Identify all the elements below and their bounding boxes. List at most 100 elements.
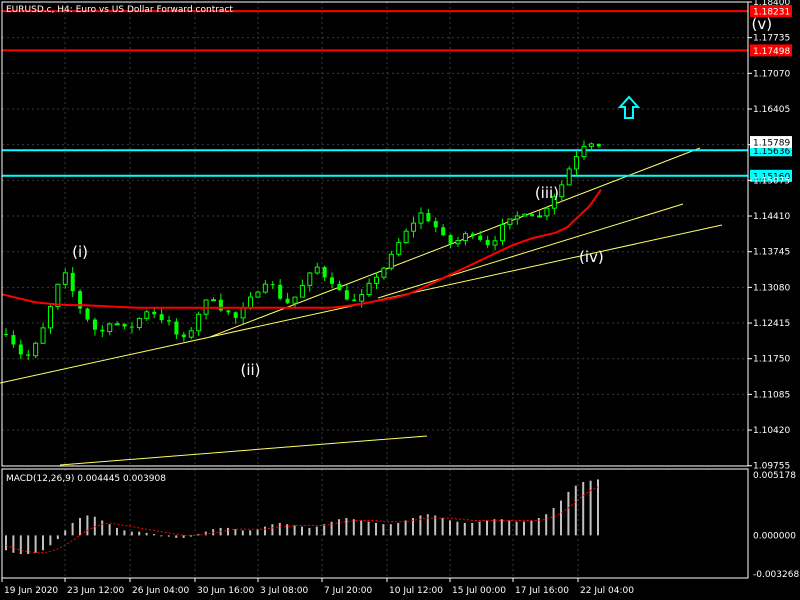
candle bbox=[374, 272, 379, 290]
macd-bar bbox=[441, 517, 444, 536]
candle bbox=[40, 323, 46, 344]
time-tick-label: 19 Jun 2020 bbox=[4, 586, 58, 596]
macd-bar bbox=[360, 520, 363, 536]
candle bbox=[285, 292, 290, 304]
macd-label: MACD(12,26,9) 0.004445 0.003908 bbox=[6, 474, 166, 484]
price-tick-label: 1.09755 bbox=[753, 462, 790, 472]
candle bbox=[596, 143, 601, 149]
candle bbox=[485, 235, 490, 248]
macd-bar bbox=[27, 535, 30, 555]
candle bbox=[411, 216, 417, 238]
candle bbox=[299, 279, 305, 298]
resistance-lower-price-text: 1.17498 bbox=[753, 47, 790, 57]
macd-bar bbox=[582, 481, 585, 536]
candle bbox=[381, 266, 387, 280]
macd-bar bbox=[397, 522, 400, 536]
candle bbox=[70, 266, 75, 298]
candle bbox=[144, 309, 150, 322]
macd-bar bbox=[264, 526, 266, 536]
resistance-upper-price-text: 1.18231 bbox=[753, 8, 790, 18]
macd-bar bbox=[167, 535, 170, 537]
candle bbox=[530, 213, 535, 217]
price-tick-label: 1.10420 bbox=[753, 426, 790, 436]
macd-bar bbox=[367, 521, 370, 536]
macd-bar bbox=[153, 534, 155, 536]
macd-bar bbox=[523, 521, 525, 536]
macd-bar bbox=[315, 526, 318, 536]
candle bbox=[388, 250, 394, 271]
candle bbox=[314, 262, 320, 275]
moving-average bbox=[1, 189, 602, 309]
macd-bar bbox=[345, 517, 348, 536]
candle bbox=[181, 331, 186, 342]
macd-bar bbox=[456, 521, 459, 536]
macd-bar bbox=[56, 535, 59, 540]
candle bbox=[566, 166, 572, 186]
candle bbox=[167, 316, 172, 326]
macd-bar bbox=[352, 519, 355, 536]
arrow-up-icon[interactable] bbox=[617, 95, 641, 119]
time-tick-label: 22 Jul 04:00 bbox=[580, 586, 634, 596]
candle bbox=[322, 265, 327, 281]
candle bbox=[537, 209, 543, 218]
candle bbox=[448, 234, 453, 248]
candle bbox=[588, 142, 594, 151]
macd-bar bbox=[463, 522, 466, 536]
macd-bar bbox=[500, 519, 503, 536]
candle bbox=[551, 193, 557, 215]
macd-bar bbox=[64, 530, 67, 536]
trendline[interactable] bbox=[59, 435, 428, 466]
trendline[interactable] bbox=[377, 203, 684, 299]
macd-bar bbox=[234, 529, 237, 536]
macd-bar bbox=[130, 531, 133, 536]
candle bbox=[18, 339, 23, 360]
macd-bar bbox=[123, 530, 126, 536]
time-axis: 19 Jun 2020 23 Jun 12:00 26 Jun 04:00 30 Ju… bbox=[1, 578, 634, 596]
candle bbox=[344, 284, 349, 301]
macd-bar bbox=[589, 480, 592, 536]
candle bbox=[455, 236, 461, 247]
current-price-text: 1.15789 bbox=[753, 139, 790, 149]
macd-tick-label: 0.005178 bbox=[753, 471, 796, 481]
price-tick-label: 1.18400 bbox=[753, 0, 790, 8]
candle bbox=[307, 271, 313, 292]
candle bbox=[129, 322, 134, 334]
candle bbox=[100, 324, 105, 338]
candles bbox=[4, 140, 601, 360]
macd-bar bbox=[419, 515, 422, 536]
price-tick-label: 1.17070 bbox=[753, 69, 790, 79]
candle bbox=[196, 311, 202, 336]
time-tick-label: 30 Jun 16:00 bbox=[197, 586, 254, 596]
macd-bar bbox=[389, 524, 392, 536]
macd-bar bbox=[338, 519, 340, 536]
candle bbox=[26, 350, 31, 360]
macd-bar bbox=[375, 522, 377, 536]
candle bbox=[470, 231, 475, 240]
candle bbox=[522, 213, 528, 217]
price-tick-label: 1.16405 bbox=[753, 105, 790, 115]
macd-bar bbox=[108, 524, 111, 536]
macd-bar bbox=[34, 535, 37, 553]
macd-bar bbox=[227, 527, 229, 536]
candle bbox=[581, 140, 587, 160]
macd-bar bbox=[552, 508, 555, 536]
candle bbox=[92, 317, 97, 336]
candle bbox=[152, 308, 157, 319]
current-price-tag: 1.15789 bbox=[750, 136, 792, 149]
price-tick-label: 1.17735 bbox=[753, 34, 790, 44]
price-tick-label: 1.14410 bbox=[753, 212, 790, 222]
candle bbox=[47, 303, 53, 334]
candle bbox=[255, 290, 261, 298]
trendline[interactable] bbox=[209, 147, 701, 338]
price-tick-label: 1.12415 bbox=[753, 319, 790, 329]
candle bbox=[499, 218, 505, 246]
macd-bar bbox=[79, 517, 81, 536]
candle bbox=[78, 289, 83, 314]
macd-bar bbox=[190, 535, 192, 537]
macd-bar bbox=[323, 524, 326, 536]
candle bbox=[559, 180, 565, 202]
macd-bar bbox=[42, 535, 44, 551]
macd-bar bbox=[271, 524, 274, 536]
